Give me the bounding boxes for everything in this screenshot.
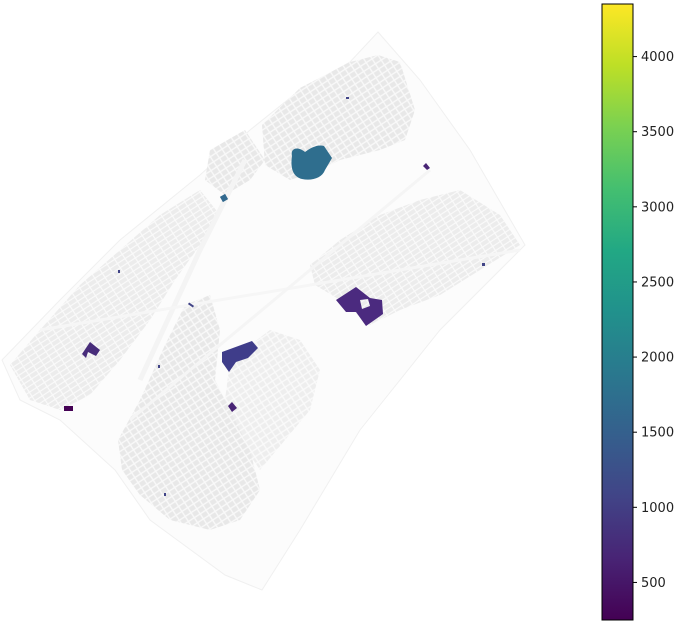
region-west[interactable] bbox=[82, 342, 100, 358]
urban-area-southeast bbox=[225, 330, 320, 470]
colorbar-tick-label: 3000 bbox=[641, 200, 674, 215]
highlighted-regions bbox=[64, 97, 485, 496]
colorbar: 500 1000 1500 2000 2500 3000 3500 4000 bbox=[601, 3, 674, 621]
urban-area-east bbox=[310, 190, 520, 325]
urban-area-northwest bbox=[205, 130, 265, 195]
colorbar-tick-label: 2500 bbox=[641, 275, 674, 290]
colorbar-tick-label: 2000 bbox=[641, 351, 674, 366]
colorbar-tick-label: 1000 bbox=[641, 501, 674, 516]
map-background bbox=[1, 31, 526, 591]
road-3 bbox=[129, 168, 431, 422]
region-tiny-2 bbox=[482, 263, 485, 266]
colorbar-tick-label: 500 bbox=[641, 576, 666, 591]
colorbar-gradient bbox=[601, 3, 634, 621]
region-tiny-5 bbox=[164, 493, 166, 496]
region-north-circular[interactable] bbox=[291, 145, 332, 180]
colorbar-ticks: 500 1000 1500 2000 2500 3000 3500 4000 bbox=[633, 50, 674, 591]
region-tiny-4 bbox=[118, 270, 120, 273]
colorbar-tick-label: 3500 bbox=[641, 125, 674, 140]
region-tiny-3 bbox=[346, 97, 349, 99]
urban-area-west bbox=[10, 190, 220, 410]
region-north-small[interactable] bbox=[219, 193, 229, 203]
region-tiny-1 bbox=[187, 302, 195, 308]
region-tiny-6 bbox=[158, 365, 160, 368]
region-central-large[interactable] bbox=[222, 341, 258, 372]
region-east-large[interactable] bbox=[336, 287, 383, 326]
colorbar-tick-label: 4000 bbox=[641, 50, 674, 65]
colorbar-tick-label: 1500 bbox=[641, 426, 674, 441]
region-northeast-small[interactable] bbox=[423, 163, 430, 170]
road-1 bbox=[137, 158, 248, 382]
region-central-small[interactable] bbox=[228, 402, 237, 412]
urban-area-north bbox=[262, 55, 415, 180]
road-2 bbox=[39, 248, 521, 332]
urban-area-southwest bbox=[118, 295, 260, 530]
region-southwest-small[interactable] bbox=[64, 406, 73, 411]
